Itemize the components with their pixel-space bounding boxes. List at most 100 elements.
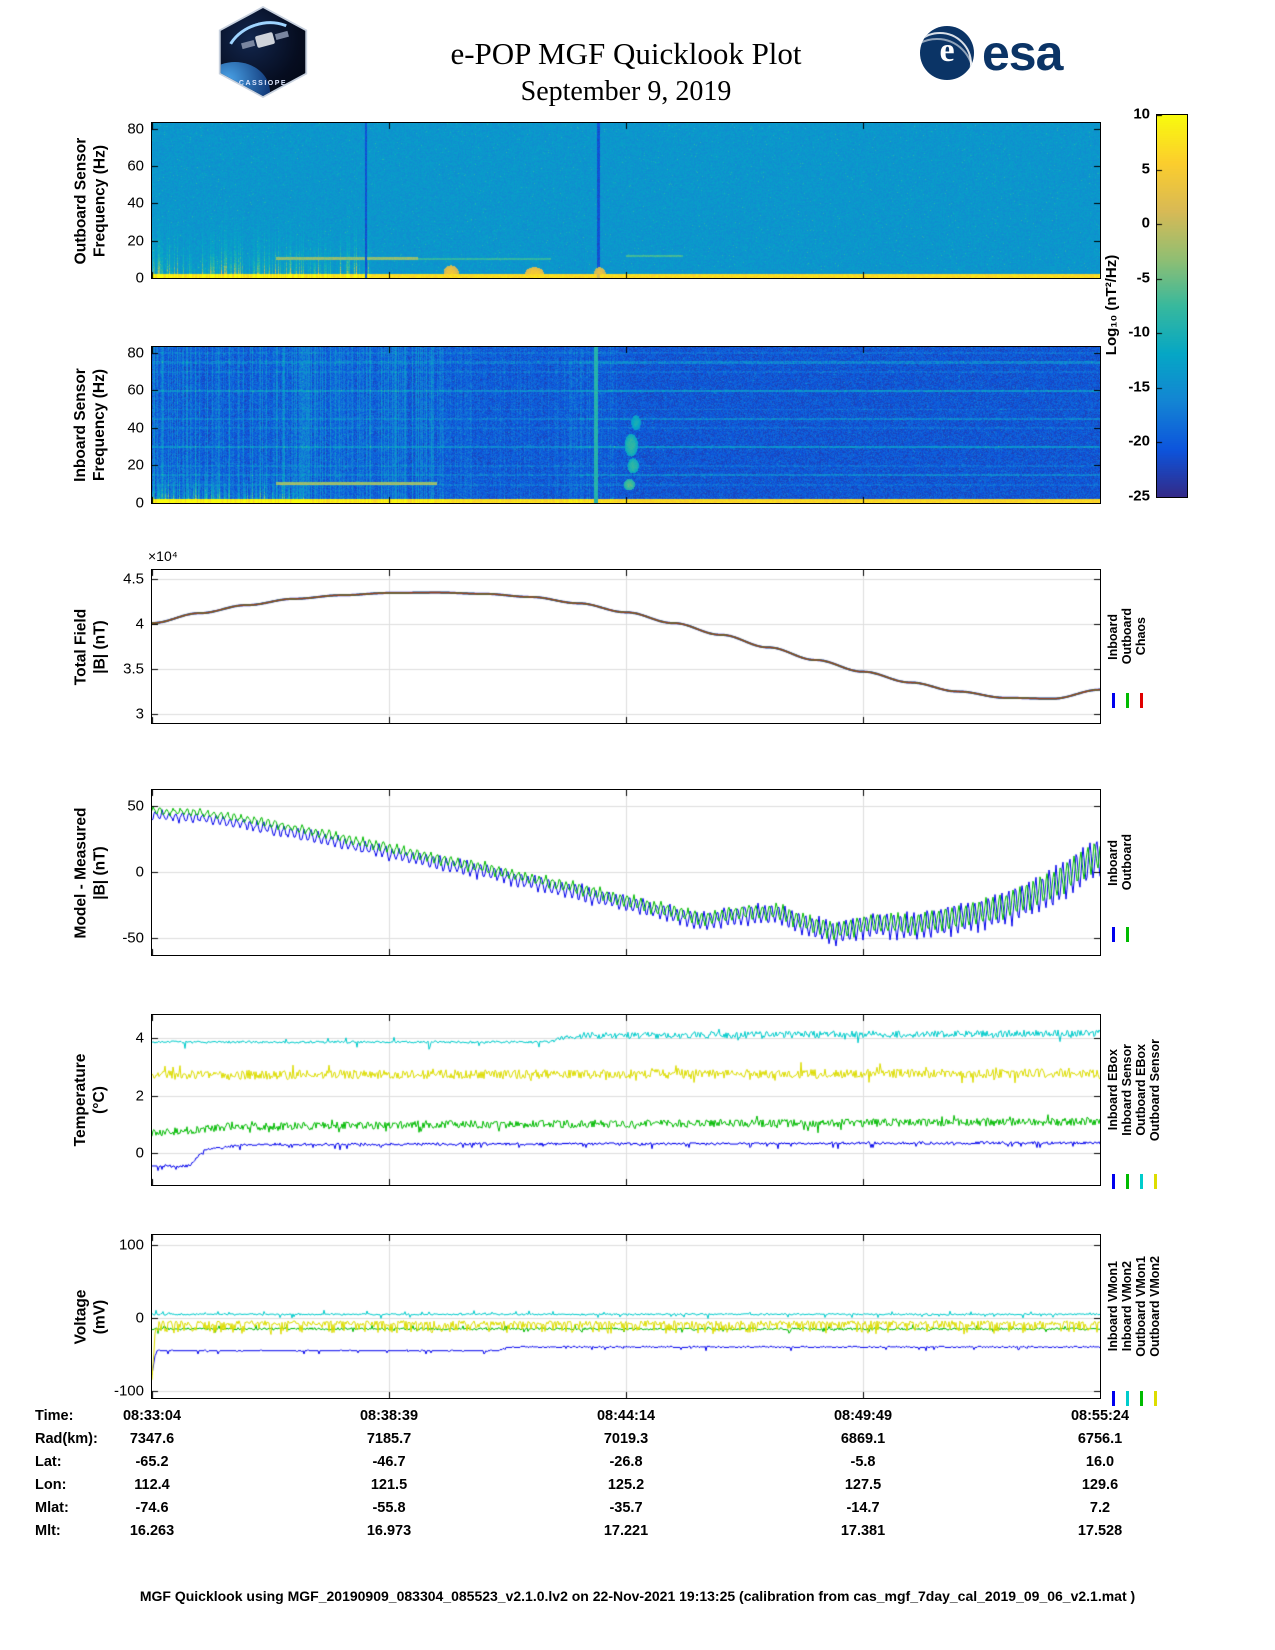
legend-marker xyxy=(1153,1174,1157,1189)
legend-entry: Inboard EBox xyxy=(1106,1015,1120,1189)
legend-entry: Outboard Sensor xyxy=(1148,1015,1162,1189)
y-tick-label: 20 xyxy=(127,232,144,250)
model-measured-panel xyxy=(151,789,1101,956)
ephemeris-value: 7347.6 xyxy=(129,1431,175,1447)
inboard-spectrogram-canvas xyxy=(152,347,1100,503)
colorbar-tick-label: -25 xyxy=(1128,487,1150,505)
ephemeris-row-label: Mlt: xyxy=(35,1523,61,1539)
ephemeris-row-label: Lat: xyxy=(35,1454,62,1470)
model-measured-canvas xyxy=(152,790,1100,955)
colorbar-tick-label: 10 xyxy=(1133,105,1150,123)
colorbar-tick-label: 0 xyxy=(1141,214,1150,232)
ephemeris-value: 08:44:14 xyxy=(596,1408,656,1424)
legend-marker xyxy=(1125,1174,1129,1189)
ephemeris-value: 125.2 xyxy=(607,1477,645,1493)
total-field-legend: Inboard Outboard Chaos xyxy=(1106,589,1148,708)
y-tick-label: 60 xyxy=(127,381,144,399)
inboard-spectrogram-panel xyxy=(151,346,1101,504)
esa-logo: e esa xyxy=(920,24,1063,82)
cassiope-logo-text: CASSIOPE xyxy=(238,80,288,87)
y-tick-label: 50 xyxy=(127,797,144,815)
legend-entry: Inboard xyxy=(1106,589,1120,708)
y-tick-label: 40 xyxy=(127,419,144,437)
y-tick-label: 2 xyxy=(135,1087,144,1105)
esa-logo-text: esa xyxy=(982,25,1063,81)
ephemeris-value: -26.8 xyxy=(609,1454,643,1470)
legend-entry: Inboard Sensor xyxy=(1120,1015,1134,1189)
ephemeris-value: 7185.7 xyxy=(366,1431,412,1447)
colorbar-tick-label: 5 xyxy=(1141,160,1150,178)
legend-entry: Inboard VMon1 xyxy=(1106,1232,1120,1406)
y-tick-label: 60 xyxy=(127,157,144,175)
footer-note: MGF Quicklook using MGF_20190909_083304_… xyxy=(139,1588,1136,1604)
y-tick-label: 4.5 xyxy=(123,570,144,588)
legend-marker xyxy=(1125,1390,1129,1406)
legend-marker xyxy=(1139,1390,1143,1406)
plot-date: September 9, 2019 xyxy=(520,76,732,107)
y-tick-label: 0 xyxy=(135,1309,144,1327)
plot-title: e-POP MGF Quicklook Plot xyxy=(450,36,802,71)
ephemeris-value: -35.7 xyxy=(609,1500,643,1516)
temperature-legend: Inboard EBox Inboard Sensor Outboard EBox O… xyxy=(1106,1015,1162,1189)
y-tick-label: 100 xyxy=(118,1236,144,1254)
ephemeris-value: 127.5 xyxy=(844,1477,882,1493)
y-tick-label: 0 xyxy=(135,494,144,512)
ephemeris-value: 08:55:24 xyxy=(1070,1408,1130,1424)
colorbar xyxy=(1156,114,1188,498)
ephemeris-value: -55.8 xyxy=(372,1500,406,1516)
ephemeris-row-label: Time: xyxy=(35,1408,74,1424)
legend-entry: Outboard EBox xyxy=(1134,1015,1148,1189)
y-tick-label: -100 xyxy=(113,1382,144,1400)
y-axis-scale: ×10⁴ xyxy=(148,548,178,564)
ephemeris-value: 6869.1 xyxy=(840,1431,886,1447)
ephemeris-value: 17.381 xyxy=(840,1523,886,1539)
plot-titles: e-POP MGF Quicklook Plot September 9, 20… xyxy=(152,36,1100,108)
legend-entry: Chaos xyxy=(1134,589,1148,708)
legend-entry: Outboard VMon1 xyxy=(1134,1232,1148,1406)
legend-entry: Inboard xyxy=(1106,808,1120,942)
ephemeris-value: 121.5 xyxy=(370,1477,408,1493)
voltage-legend: Inboard VMon1 Inboard VMon2 Outboard VMon1… xyxy=(1106,1232,1162,1406)
y-tick-label: 20 xyxy=(127,456,144,474)
ephemeris-value: 08:33:04 xyxy=(122,1408,182,1424)
legend-marker xyxy=(1153,1390,1157,1406)
ephemeris-value: 112.4 xyxy=(134,1477,170,1493)
total-field-panel xyxy=(151,569,1101,724)
y-tick-label: 4 xyxy=(135,615,144,633)
ephemeris-value: 16.0 xyxy=(1085,1454,1115,1470)
y-tick-label: -50 xyxy=(122,929,144,947)
colorbar-tick-label: -15 xyxy=(1128,378,1150,396)
temperature-canvas xyxy=(152,1015,1100,1185)
ephemeris-value: 129.6 xyxy=(1081,1477,1119,1493)
ephemeris-value: 16.263 xyxy=(129,1523,175,1539)
legend-marker xyxy=(1139,1174,1143,1189)
ephemeris-value: -46.7 xyxy=(372,1454,406,1470)
legend-entry: Outboard xyxy=(1120,589,1134,708)
y-tick-label: 0 xyxy=(135,269,144,287)
y-tick-label: 40 xyxy=(127,194,144,212)
temperature-panel xyxy=(151,1014,1101,1186)
legend-entry: Outboard xyxy=(1120,808,1134,942)
legend-marker xyxy=(1125,926,1129,942)
ephemeris-row-label: Lon: xyxy=(35,1477,67,1493)
esa-emblem-icon: e xyxy=(920,26,974,80)
voltage-panel xyxy=(151,1234,1101,1399)
y-tick-label: 3.5 xyxy=(123,660,144,678)
ephemeris-value: -74.6 xyxy=(135,1500,169,1516)
model-measured-legend: Inboard Outboard xyxy=(1106,808,1134,942)
ephemeris-value: 7.2 xyxy=(1089,1500,1111,1516)
outboard-spectrogram-canvas xyxy=(152,123,1100,278)
y-tick-label: 0 xyxy=(135,863,144,881)
y-tick-label: 3 xyxy=(135,705,144,723)
ephemeris-value: -5.8 xyxy=(850,1454,876,1470)
ephemeris-value: 17.221 xyxy=(603,1523,649,1539)
ephemeris-row-label: Mlat: xyxy=(35,1500,69,1516)
legend-entry: Inboard VMon2 xyxy=(1120,1232,1134,1406)
cassiope-logo: CASSIOPE xyxy=(216,6,310,98)
legend-entry: Outboard VMon2 xyxy=(1148,1232,1162,1406)
ephemeris-value: 7019.3 xyxy=(603,1431,649,1447)
legend-marker xyxy=(1111,1390,1115,1406)
